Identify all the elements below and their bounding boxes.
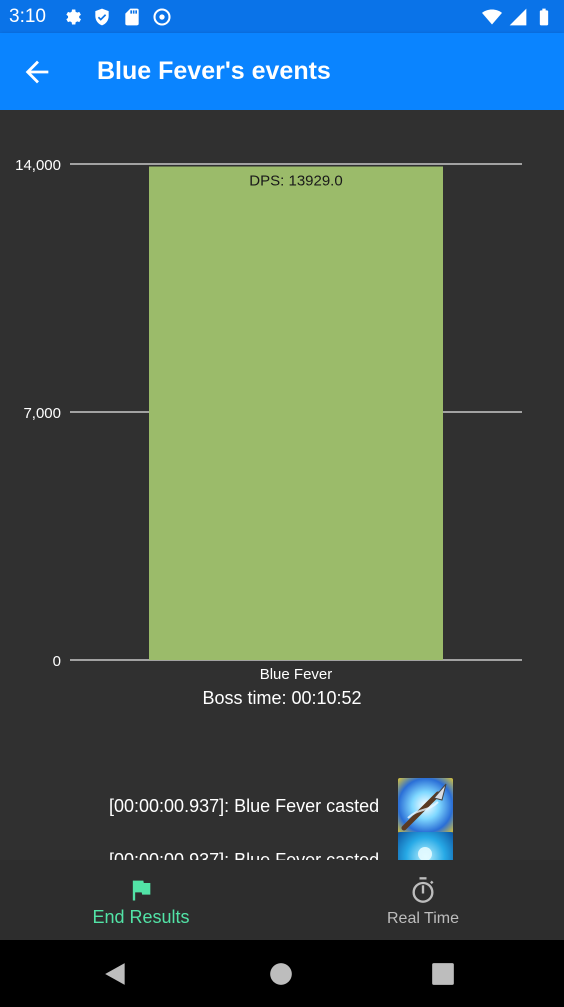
flag-icon <box>132 880 151 901</box>
arrow-back-icon[interactable] <box>20 55 54 89</box>
status-time: 3:10 <box>9 6 46 27</box>
x-tick-label: Blue Fever <box>260 666 333 683</box>
at-icon <box>153 8 171 26</box>
status-icons-right <box>482 7 554 27</box>
recents-square-icon[interactable] <box>430 961 456 987</box>
page-title: Blue Fever's events <box>97 57 331 85</box>
sd-card-icon <box>125 8 139 26</box>
nav-real-time[interactable]: Real Time <box>282 860 564 940</box>
back-triangle-icon[interactable] <box>103 961 129 987</box>
system-navigation <box>0 940 564 1007</box>
status-bar: 3:10 <box>0 0 564 33</box>
list-item[interactable]: [00:00:00.937]: Blue Fever casted <box>0 832 564 860</box>
dps-bar-chart: 0 7,000 14,000 DPS: 13929.0 Blue Fever <box>15 157 522 683</box>
y-tick-label: 7,000 <box>23 405 61 422</box>
home-circle-icon[interactable] <box>268 961 294 987</box>
event-text: [00:00:00.937]: Blue Fever casted <box>109 796 380 816</box>
y-tick-label: 14,000 <box>15 157 61 174</box>
bar-data-label: DPS: 13929.0 <box>249 173 342 190</box>
status-icons-left <box>62 7 172 27</box>
boss-time: Boss time: 00:10:52 <box>202 688 362 708</box>
shield-icon <box>95 8 109 26</box>
y-tick-label: 0 <box>53 653 61 670</box>
stopwatch-icon <box>412 877 434 903</box>
app-bar: Blue Fever's events <box>0 33 564 110</box>
wifi-icon <box>482 9 502 25</box>
content-area: 0 7,000 14,000 DPS: 13929.0 Blue Fever Boss … <box>0 110 564 860</box>
nav-label-end-results: End Results <box>92 907 190 927</box>
bottom-navigation: End Results Real Time <box>0 860 564 940</box>
nav-label-real-time: Real Time <box>386 910 460 927</box>
bar <box>149 166 443 660</box>
event-text: [00:00:00.937]: Blue Fever casted <box>109 850 380 860</box>
spear-skill-icon <box>398 778 453 833</box>
gear-icon <box>66 9 81 25</box>
cell-signal-icon <box>509 8 527 26</box>
battery-icon <box>539 8 549 26</box>
blue-aura-skill-icon <box>398 832 453 860</box>
list-item[interactable]: [00:00:00.937]: Blue Fever casted <box>0 778 564 834</box>
nav-end-results[interactable]: End Results <box>0 860 282 940</box>
